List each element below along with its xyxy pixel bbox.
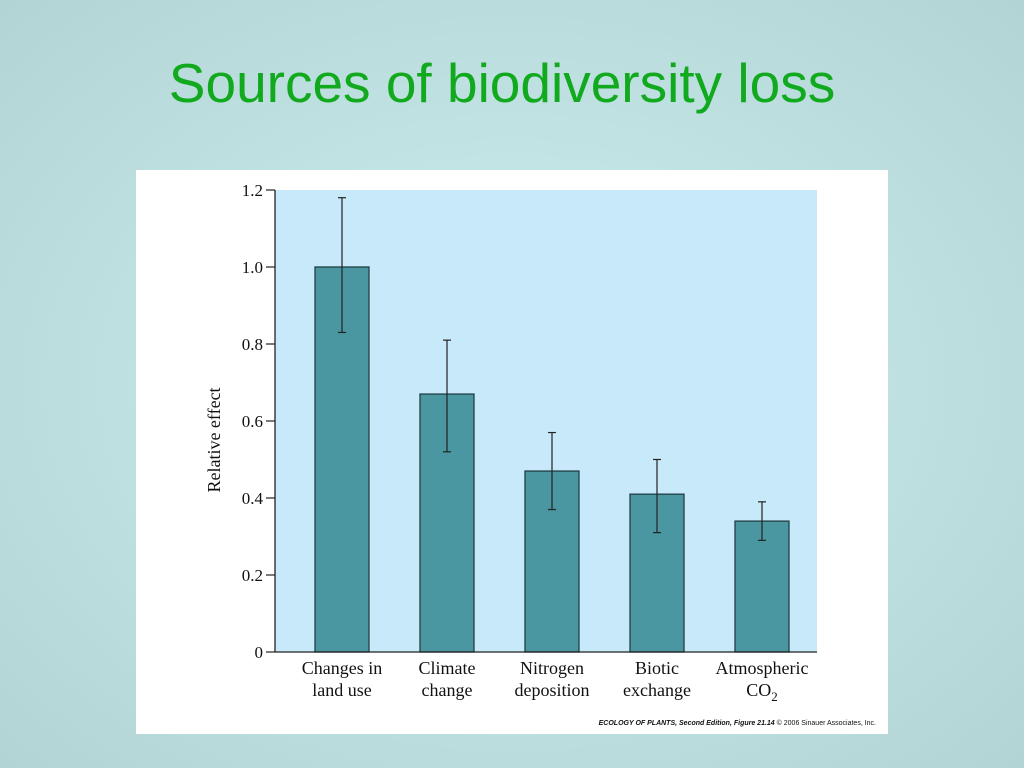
- figure-credit-book: ECOLOGY OF PLANTS, Second Edition, Figur…: [598, 720, 775, 727]
- x-category-label: Atmospheric: [716, 658, 809, 678]
- y-tick-label: 0.6: [242, 412, 263, 431]
- x-category-label: Biotic: [635, 658, 679, 678]
- figure-panel: 0 0.2 0.4 0.6 0.8 1.0 1.2 Changes in land use Cl…: [136, 170, 888, 734]
- x-category-label: Nitrogen: [520, 658, 584, 678]
- y-tick-label: 0.4: [242, 489, 264, 508]
- y-tick-label: 1.0: [242, 258, 263, 277]
- y-tick-label: 0.8: [242, 335, 263, 354]
- y-tick-label: 0: [255, 643, 264, 662]
- x-category-label: exchange: [623, 680, 691, 700]
- figure-credit-copyright: © 2006 Sinauer Associates, Inc.: [776, 720, 876, 727]
- y-tick-label: 1.2: [242, 181, 263, 200]
- x-category-label: land use: [312, 680, 371, 700]
- x-category-label: CO2: [746, 680, 778, 704]
- x-category-label: change: [422, 680, 473, 700]
- x-category-label: deposition: [515, 680, 590, 700]
- y-tick-label: 0.2: [242, 566, 263, 585]
- y-axis-label: Relative effect: [204, 387, 224, 492]
- x-category-label: Changes in: [302, 658, 383, 678]
- slide-title: Sources of biodiversity loss: [168, 52, 836, 114]
- figure-credit: ECOLOGY OF PLANTS, Second Edition, Figur…: [599, 720, 876, 727]
- x-category-label: Climate: [419, 658, 476, 678]
